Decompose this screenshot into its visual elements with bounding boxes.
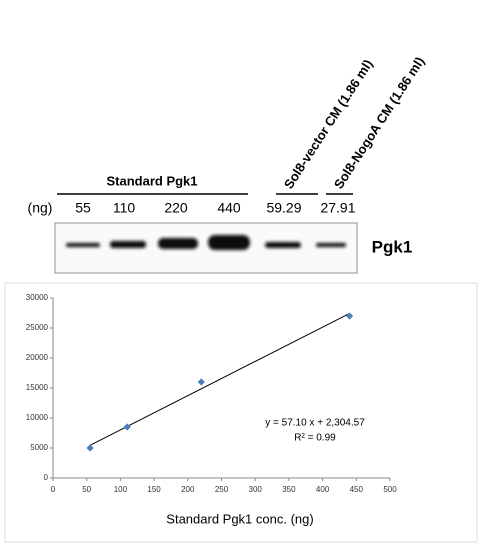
x-tick-label: 0	[51, 485, 56, 494]
bands	[66, 235, 346, 250]
point	[197, 378, 205, 386]
y-tick-label: 20000	[26, 353, 49, 362]
y-tick-label: 30000	[26, 293, 49, 302]
unit-label: (ng)	[28, 200, 53, 216]
band	[110, 241, 146, 248]
y-tick-label: 15000	[26, 383, 49, 392]
lane-label: Sol8-vector CM (1.86 ml)	[281, 57, 376, 192]
amount-label: 220	[164, 200, 188, 216]
r-squared: R² = 0.99	[294, 433, 336, 444]
x-tick-label: 350	[282, 485, 296, 494]
amount-labels: 55 110 220 440 59.29 27.91	[75, 200, 356, 216]
x-tick-label: 150	[147, 485, 161, 494]
group-label: Standard Pgk1	[106, 173, 197, 188]
band	[316, 243, 346, 247]
x-tick-label: 450	[350, 485, 364, 494]
x-tick-label: 500	[383, 485, 397, 494]
point	[123, 423, 131, 431]
x-tick-label: 250	[215, 485, 229, 494]
point	[345, 312, 354, 320]
x-tick-label: 100	[114, 485, 128, 494]
amount-label: 55	[75, 200, 91, 216]
amount-label: 110	[113, 200, 136, 216]
y-tick-label: 0	[44, 473, 49, 482]
x-tick-label: 300	[249, 485, 263, 494]
chart: 0 5000 10000 15000 20000 25000 30000 0 50 100 150 2…	[26, 293, 397, 494]
amount-label: 27.91	[320, 200, 355, 216]
point	[86, 444, 94, 452]
equation: y = 57.10 x + 2,304.57	[265, 418, 365, 429]
x-tick-label: 200	[181, 485, 195, 494]
trend-line	[89, 312, 350, 446]
y-tick-label: 5000	[30, 443, 48, 452]
band	[208, 235, 250, 250]
blot-frame	[54, 222, 358, 274]
band	[158, 238, 198, 249]
lane-label: Sol8-NogoA CM (1.86 ml)	[331, 54, 428, 191]
x-axis-label: Standard Pgk1 conc. (ng)	[166, 511, 313, 526]
band	[66, 243, 100, 247]
protein-label: Pgk1	[372, 237, 413, 256]
y-tick-label: 10000	[26, 413, 49, 422]
x-tick-label: 400	[316, 485, 330, 494]
amount-label: 59.29	[266, 200, 301, 216]
x-tick-label: 50	[82, 485, 91, 494]
y-tick-label: 25000	[26, 323, 49, 332]
amount-label: 440	[217, 200, 241, 216]
band	[265, 242, 301, 248]
chart-frame	[4, 282, 478, 543]
